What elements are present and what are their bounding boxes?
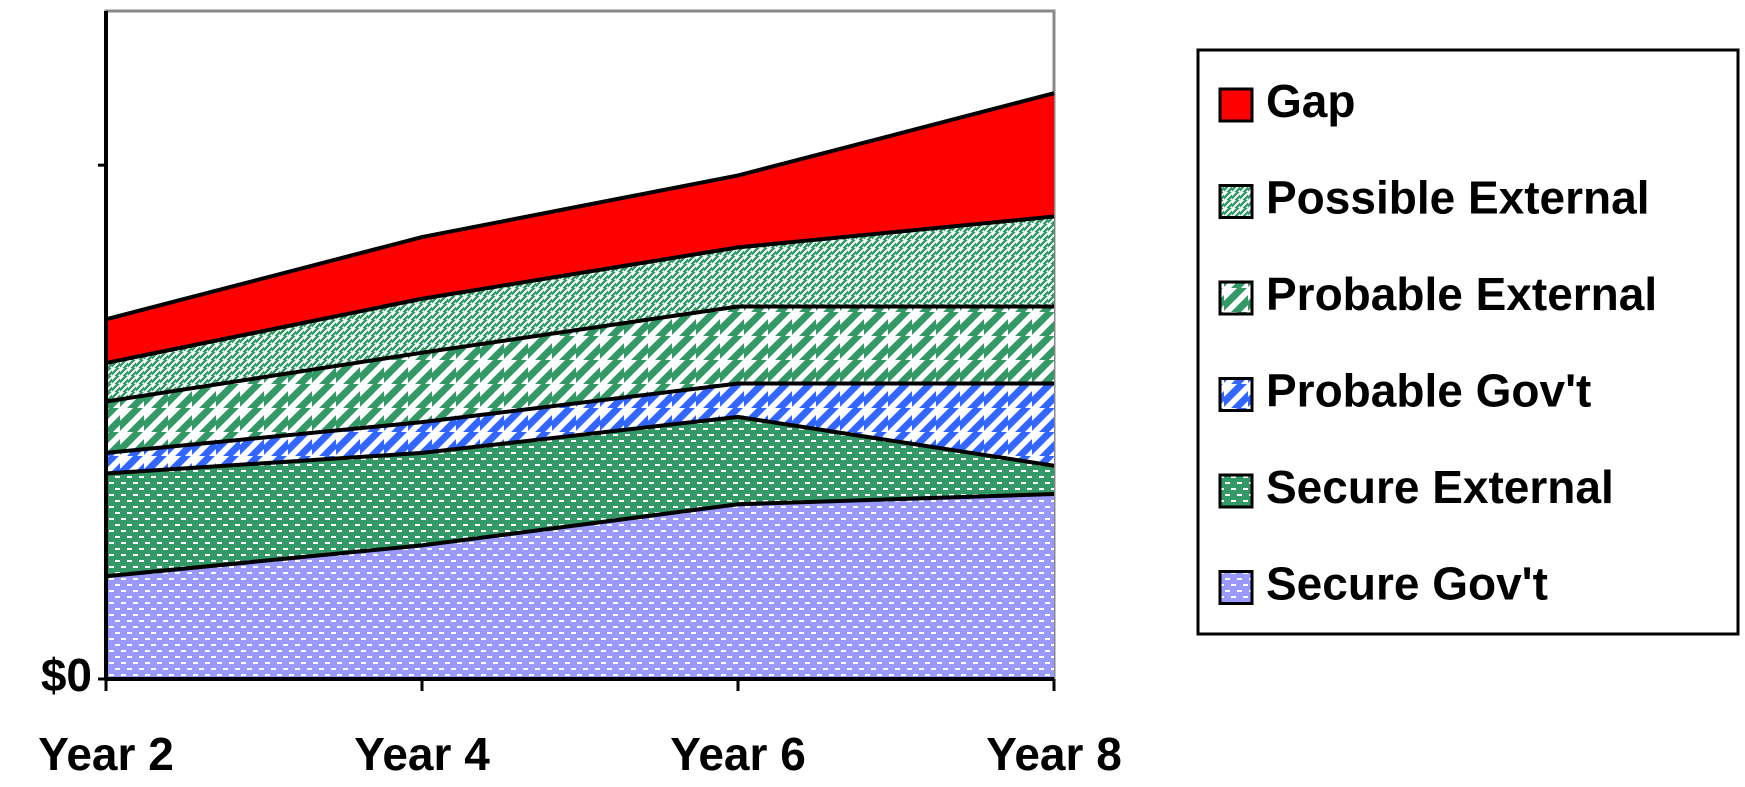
legend-label: Secure External bbox=[1266, 461, 1614, 513]
y-tick-label: $0 bbox=[41, 649, 92, 701]
x-tick-label: Year 4 bbox=[354, 728, 490, 780]
x-tick-label: Year 8 bbox=[986, 728, 1122, 780]
area bbox=[106, 93, 1054, 363]
legend-swatch bbox=[1218, 184, 1254, 219]
area bbox=[106, 216, 1054, 402]
area-edge bbox=[105, 304, 1054, 404]
area-edge bbox=[105, 414, 1055, 476]
area bbox=[106, 306, 1054, 453]
legend-swatch bbox=[1218, 87, 1254, 123]
legend-swatch bbox=[1218, 570, 1254, 605]
legend-label: Probable Gov't bbox=[1266, 365, 1591, 417]
legend-label: Probable External bbox=[1266, 268, 1657, 320]
area-edge bbox=[105, 492, 1055, 579]
legend-label: Gap bbox=[1266, 75, 1355, 127]
legend bbox=[1196, 48, 1740, 636]
x-tick-label: Year 6 bbox=[670, 728, 806, 780]
area-edge bbox=[105, 91, 1055, 322]
legend-swatch bbox=[1218, 377, 1254, 412]
x-tick-label: Year 2 bbox=[38, 728, 174, 780]
area bbox=[106, 494, 1054, 679]
legend-swatch bbox=[1218, 280, 1254, 316]
area bbox=[106, 416, 1054, 577]
legend-swatch bbox=[1218, 473, 1254, 509]
legend-label: Secure Gov't bbox=[1266, 558, 1548, 610]
area bbox=[106, 383, 1054, 474]
area-edge bbox=[105, 214, 1055, 365]
legend-label: Possible External bbox=[1266, 172, 1650, 224]
area-edge bbox=[105, 381, 1054, 455]
